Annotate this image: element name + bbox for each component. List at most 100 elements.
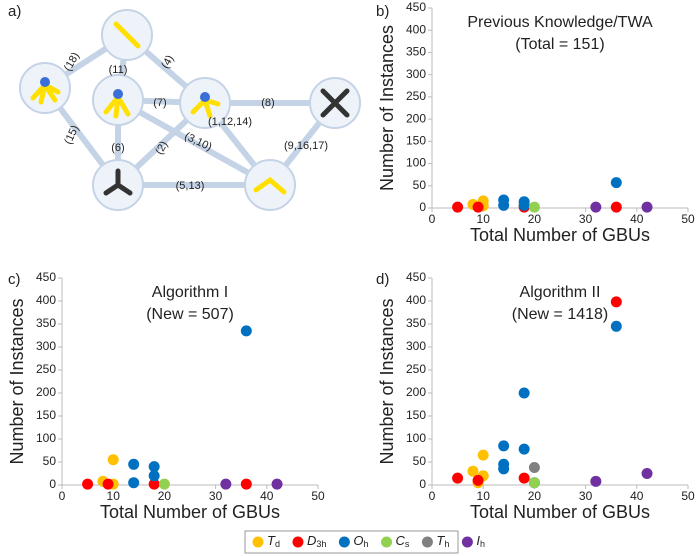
y-tick-label: 0 [49,477,56,491]
x-tick-label: 40 [630,489,644,503]
edge-label: (2) [153,139,170,157]
point [477,449,489,461]
node-icons [30,21,350,196]
chart-title: Previous Knowledge/TWA [467,14,653,31]
legend-symbol: T [267,533,276,548]
y-tick-label: 100 [406,156,426,170]
x-tick-label: 0 [429,212,436,226]
chart-title: Algorithm I [152,284,228,301]
y-axis-title: Number of Instances [7,298,27,464]
y-tick-label: 300 [406,67,426,81]
y-axis-title: Number of Instances [377,298,397,464]
legend-label: Th [436,533,449,549]
x-tick-label: 20 [528,489,542,503]
point [498,463,510,475]
y-tick-label: 0 [419,477,426,491]
chart-subtitle: (New = 1418) [512,306,609,323]
chart-subtitle: (Total = 151) [515,36,604,53]
legend-marker [252,536,264,548]
edge-label: (7) [153,97,166,109]
edge-label: (8) [261,97,274,109]
x-tick-label: 0 [429,489,436,503]
point [498,440,510,452]
y-tick-label: 250 [36,362,56,376]
legend-marker [461,536,473,548]
legend-symbol: I [476,533,480,548]
legend-symbol: T [436,533,445,548]
point [158,478,170,490]
point [641,468,653,479]
point [148,461,160,473]
x-tick-label: 10 [477,489,491,503]
y-tick-label: 150 [36,408,56,422]
legend-label: D3h [307,533,326,549]
y-tick-label: 50 [43,454,57,468]
x-axis-title: Total Number of GBUs [470,502,650,522]
chart-subtitle: (New = 507) [146,306,234,323]
y-tick-label: 200 [406,111,426,125]
x-tick-label: 10 [107,489,121,503]
point [452,201,464,213]
x-tick-label: 0 [59,489,66,503]
edge-label: (5,13) [176,180,205,192]
point [102,478,114,490]
point [107,454,119,466]
edge-label: (1,12,14) [208,116,252,128]
point [528,201,540,213]
y-tick-label: 450 [406,270,426,284]
point [271,478,283,490]
point [148,470,160,482]
y-tick-label: 100 [36,431,56,445]
y-tick-label: 0 [419,200,426,214]
legend-symbol: D [307,533,316,548]
legend-label: Ih [476,533,485,549]
point [518,443,530,455]
y-tick-label: 450 [406,0,426,14]
point [240,478,252,490]
legend-symbol: C [396,533,406,548]
legend-label: Td [267,533,280,549]
y-tick-label: 350 [406,316,426,330]
x-axis-title: Total Number of GBUs [100,502,280,522]
legend-sub: h [364,539,369,549]
y-tick-label: 250 [406,89,426,103]
x-tick-label: 50 [311,489,325,503]
edge-label: (9,16,17) [284,140,328,152]
point [610,177,622,189]
x-tick-label: 20 [158,489,172,503]
edge-label: (3,10) [182,130,213,153]
y-tick-label: 350 [36,316,56,330]
x-tick-label: 30 [209,489,223,503]
point [472,474,484,486]
point [472,201,484,213]
x-tick-label: 30 [579,212,593,226]
y-tick-label: 150 [406,134,426,148]
x-axis-title: Total Number of GBUs [470,225,650,245]
panel-label: d) [376,271,389,288]
edge-label: (4) [159,53,176,71]
point [528,477,540,489]
point [128,458,140,470]
edge-label: (6) [111,142,124,154]
point [590,201,602,213]
x-tick-label: 40 [260,489,274,503]
x-tick-label: 50 [681,212,695,226]
point [467,465,479,477]
y-tick-label: 200 [406,385,426,399]
point [528,462,540,474]
edge-label: (11) [109,64,128,76]
panel-label: a) [8,3,21,20]
x-tick-label: 10 [477,212,491,226]
panel-label: c) [8,271,21,288]
point [452,472,464,484]
x-tick-label: 50 [681,489,695,503]
legend-sub: s [405,539,410,549]
point [498,199,510,211]
y-tick-label: 300 [36,339,56,353]
y-tick-label: 50 [413,454,427,468]
chart-title: Algorithm II [520,284,601,301]
point [610,320,622,332]
point [240,325,252,337]
